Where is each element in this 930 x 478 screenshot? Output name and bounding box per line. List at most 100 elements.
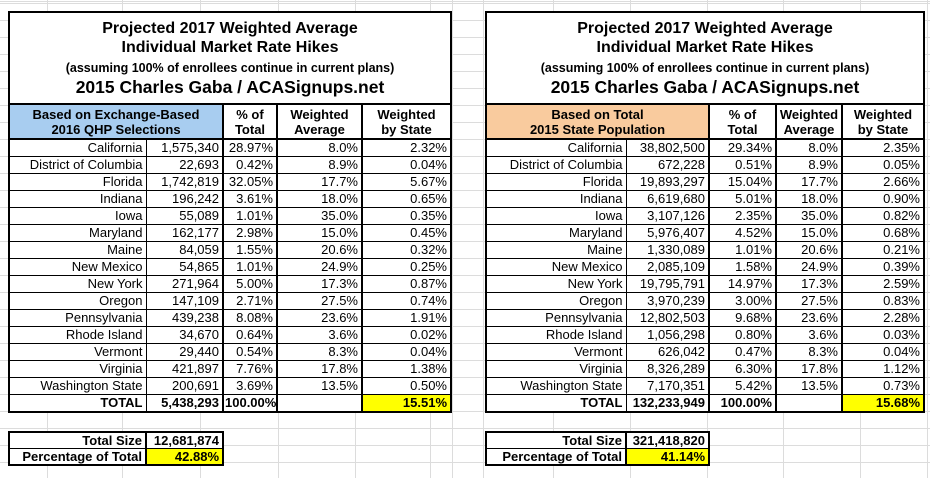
pct-of-total-cell[interactable]: 1.55% (222, 241, 278, 259)
weighted-by-state-cell[interactable]: 0.65% (361, 190, 452, 208)
pct-of-total-cell[interactable]: 29.34% (708, 138, 777, 157)
weighted-avg-cell[interactable]: 24.9% (775, 258, 843, 276)
pct-of-total-cell[interactable]: 5.00% (222, 275, 278, 293)
state-name-cell[interactable]: New York (485, 275, 627, 293)
count-cell[interactable]: 3,970,239 (625, 292, 710, 310)
weighted-by-state-cell[interactable]: 0.74% (361, 292, 452, 310)
pct-of-total-cell[interactable]: 1.01% (708, 241, 777, 259)
count-cell[interactable]: 1,575,340 (145, 138, 224, 157)
weighted-by-state-cell[interactable]: 2.28% (841, 309, 925, 327)
count-cell[interactable]: 3,107,126 (625, 207, 710, 225)
total-size-label[interactable]: Total Size (485, 431, 627, 449)
weighted-avg-cell[interactable]: 13.5% (775, 377, 843, 395)
count-cell[interactable]: 84,059 (145, 241, 224, 259)
state-name-cell[interactable]: Pennsylvania (485, 309, 627, 327)
weighted-by-state-cell[interactable]: 2.59% (841, 275, 925, 293)
count-cell[interactable]: 626,042 (625, 343, 710, 361)
weighted-by-state-cell[interactable]: 0.39% (841, 258, 925, 276)
percentage-of-total-label[interactable]: Percentage of Total (485, 448, 627, 466)
pct-of-total-cell[interactable]: 0.54% (222, 343, 278, 361)
weighted-avg-cell[interactable]: 8.0% (276, 138, 363, 157)
state-name-cell[interactable]: Oregon (485, 292, 627, 310)
weighted-by-state-cell[interactable]: 0.25% (361, 258, 452, 276)
count-cell[interactable]: 2,085,109 (625, 258, 710, 276)
weighted-avg-cell[interactable]: 18.0% (775, 190, 843, 208)
state-name-cell[interactable]: District of Columbia (8, 156, 147, 174)
weighted-avg-cell[interactable]: 17.8% (276, 360, 363, 378)
total-weighted-rate-cell[interactable]: 15.68% (841, 394, 925, 413)
pct-of-total-cell[interactable]: 0.42% (222, 156, 278, 174)
count-cell[interactable]: 147,109 (145, 292, 224, 310)
pct-of-total-cell[interactable]: 5.01% (708, 190, 777, 208)
state-name-cell[interactable]: New Mexico (8, 258, 147, 276)
pct-of-total-cell[interactable]: 15.04% (708, 173, 777, 191)
pct-of-total-cell[interactable]: 8.08% (222, 309, 278, 327)
total-weighted-avg-cell[interactable] (775, 394, 843, 413)
weighted-avg-cell[interactable]: 20.6% (775, 241, 843, 259)
count-cell[interactable]: 200,691 (145, 377, 224, 395)
count-cell[interactable]: 8,326,289 (625, 360, 710, 378)
state-name-cell[interactable]: California (8, 138, 147, 157)
weighted-avg-cell[interactable]: 17.7% (276, 173, 363, 191)
weighted-avg-cell[interactable]: 27.5% (775, 292, 843, 310)
weighted-avg-cell[interactable]: 15.0% (775, 224, 843, 242)
weighted-avg-cell[interactable]: 3.6% (276, 326, 363, 344)
weighted-avg-cell[interactable]: 17.3% (276, 275, 363, 293)
pct-of-total-cell[interactable]: 3.69% (222, 377, 278, 395)
total-weighted-avg-cell[interactable] (276, 394, 363, 413)
total-size-value[interactable]: 321,418,820 (625, 431, 710, 449)
weighted-avg-cell[interactable]: 17.8% (775, 360, 843, 378)
count-cell[interactable]: 196,242 (145, 190, 224, 208)
weighted-avg-cell[interactable]: 24.9% (276, 258, 363, 276)
count-cell[interactable]: 5,976,407 (625, 224, 710, 242)
total-pct-cell[interactable]: 100.00% (708, 394, 777, 413)
weighted-avg-cell[interactable]: 8.3% (276, 343, 363, 361)
state-name-cell[interactable]: Indiana (8, 190, 147, 208)
count-cell[interactable]: 19,795,791 (625, 275, 710, 293)
weighted-by-state-cell[interactable]: 0.03% (841, 326, 925, 344)
weighted-by-state-header[interactable]: Weighted by State (841, 103, 925, 140)
weighted-avg-cell[interactable]: 3.6% (775, 326, 843, 344)
weighted-avg-cell[interactable]: 35.0% (775, 207, 843, 225)
weighted-avg-cell[interactable]: 35.0% (276, 207, 363, 225)
pct-of-total-cell[interactable]: 28.97% (222, 138, 278, 157)
pct-of-total-cell[interactable]: 0.80% (708, 326, 777, 344)
weighted-avg-cell[interactable]: 13.5% (276, 377, 363, 395)
weighted-by-state-cell[interactable]: 0.50% (361, 377, 452, 395)
state-name-cell[interactable]: Indiana (485, 190, 627, 208)
weighted-avg-cell[interactable]: 17.3% (775, 275, 843, 293)
weighted-by-state-cell[interactable]: 1.91% (361, 309, 452, 327)
state-name-cell[interactable]: Virginia (8, 360, 147, 378)
pct-of-total-cell[interactable]: 2.98% (222, 224, 278, 242)
weighted-by-state-cell[interactable]: 0.04% (841, 343, 925, 361)
weighted-by-state-cell[interactable]: 1.38% (361, 360, 452, 378)
state-name-cell[interactable]: Iowa (8, 207, 147, 225)
weighted-by-state-cell[interactable]: 0.45% (361, 224, 452, 242)
count-cell[interactable]: 29,440 (145, 343, 224, 361)
count-cell[interactable]: 6,619,680 (625, 190, 710, 208)
percentage-of-total-label[interactable]: Percentage of Total (8, 448, 147, 466)
weighted-by-state-cell[interactable]: 2.66% (841, 173, 925, 191)
pct-of-total-cell[interactable]: 0.64% (222, 326, 278, 344)
total-label-cell[interactable]: TOTAL (8, 394, 147, 413)
weighted-by-state-cell[interactable]: 2.35% (841, 138, 925, 157)
count-cell[interactable]: 22,693 (145, 156, 224, 174)
weighted-by-state-cell[interactable]: 0.73% (841, 377, 925, 395)
weighted-by-state-cell[interactable]: 0.04% (361, 343, 452, 361)
weighted-by-state-cell[interactable]: 0.35% (361, 207, 452, 225)
state-name-cell[interactable]: Iowa (485, 207, 627, 225)
pct-of-total-cell[interactable]: 1.58% (708, 258, 777, 276)
state-name-cell[interactable]: Rhode Island (8, 326, 147, 344)
pct-of-total-cell[interactable]: 1.01% (222, 207, 278, 225)
state-name-cell[interactable]: Maryland (485, 224, 627, 242)
total-population-cell[interactable]: 132,233,949 (625, 394, 710, 413)
count-cell[interactable]: 19,893,297 (625, 173, 710, 191)
weighted-by-state-cell[interactable]: 0.82% (841, 207, 925, 225)
total-weighted-rate-cell[interactable]: 15.51% (361, 394, 452, 413)
count-cell[interactable]: 421,897 (145, 360, 224, 378)
weighted-by-state-cell[interactable]: 0.87% (361, 275, 452, 293)
state-name-cell[interactable]: District of Columbia (485, 156, 627, 174)
percentage-of-total-value[interactable]: 42.88% (145, 448, 224, 466)
count-cell[interactable]: 1,056,298 (625, 326, 710, 344)
pct-of-total-header[interactable]: % of Total (222, 103, 278, 140)
